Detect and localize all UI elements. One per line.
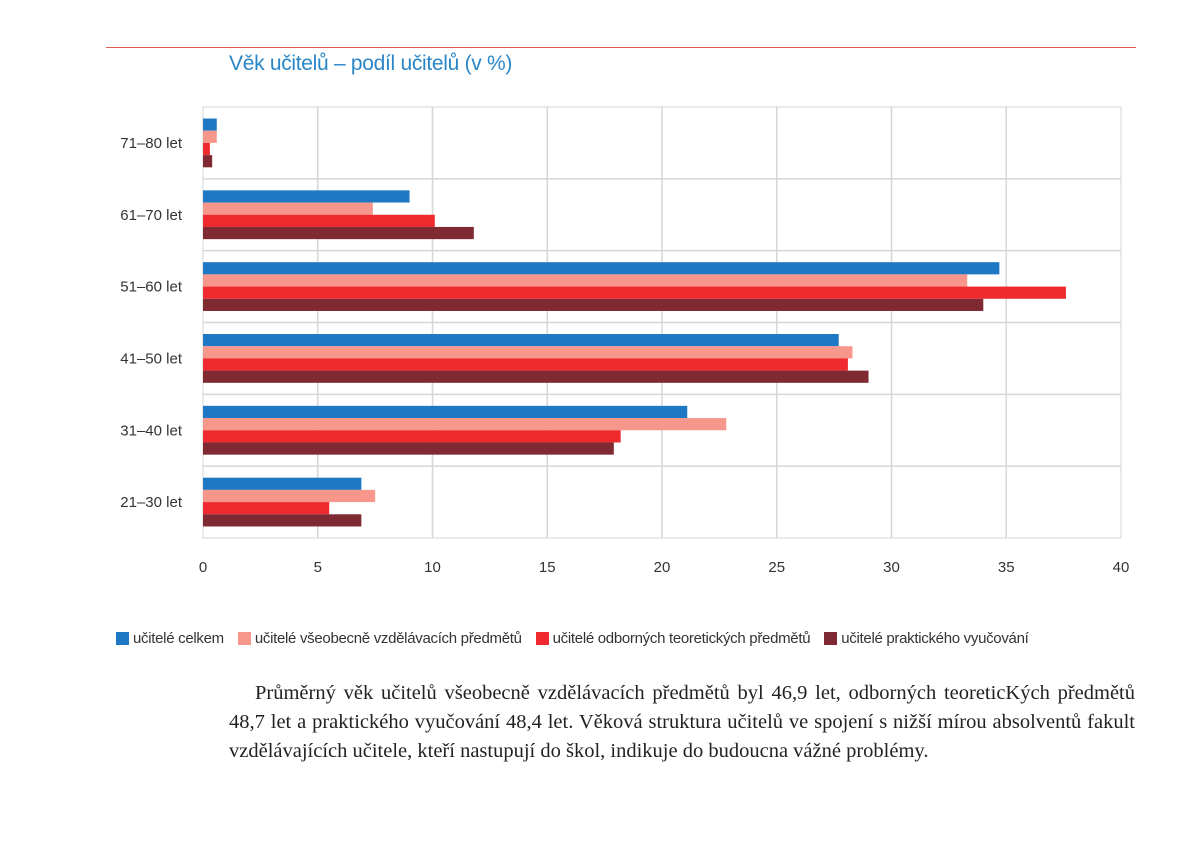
legend-swatch <box>237 632 251 645</box>
category-label: 41–50 let <box>120 350 183 367</box>
legend-item: učitelé všeobecně vzdělávacích předmětů <box>237 630 522 647</box>
bar <box>203 358 848 371</box>
bar <box>203 142 210 156</box>
bar <box>203 514 362 527</box>
x-tick-label: 25 <box>768 559 785 576</box>
legend-swatch <box>116 632 129 645</box>
category-label: 21–30 let <box>120 494 183 511</box>
x-tick-label: 15 <box>539 559 556 576</box>
legend-swatch <box>535 632 549 645</box>
grid-lines <box>203 107 1121 538</box>
x-tick-labels: 0 5 10 15 20 25 30 35 40 <box>199 559 1130 576</box>
x-tick-label: 0 <box>199 559 207 576</box>
x-tick-label: 20 <box>654 559 671 576</box>
bar <box>203 214 435 227</box>
category-label: 31–40 let <box>120 422 183 439</box>
x-tick-label: 10 <box>424 559 441 576</box>
body-paragraph: Průměrný věk učitelů všeobecně vzdělávac… <box>229 682 1135 762</box>
category-labels: 71–80 let 61–70 let 51–60 let 41–50 let 31–4… <box>120 135 183 511</box>
bar <box>203 286 1066 299</box>
legend-item: učitelé odborných teoretických předmětů <box>535 630 811 647</box>
x-tick-label: 30 <box>883 559 900 576</box>
category-label: 61–70 let <box>120 207 183 224</box>
bar <box>203 442 614 455</box>
bar <box>203 298 984 311</box>
bar <box>203 202 373 215</box>
bar <box>203 118 217 131</box>
bar <box>203 346 853 359</box>
legend: učitelé celkem učitelé všeobecně vzděláva… <box>116 630 1043 647</box>
x-tick-label: 40 <box>1113 559 1130 576</box>
bar <box>203 274 968 287</box>
legend-item: učitelé praktického vyučování <box>824 630 1029 647</box>
bar <box>203 489 376 503</box>
x-tick-label: 35 <box>998 559 1015 576</box>
chart-title: Věk učitelů – podíl učitelů (v %) <box>229 52 513 75</box>
bars <box>203 118 1066 527</box>
bar <box>203 430 621 443</box>
legend-label: učitelé odborných teoretických předmětů <box>552 630 811 647</box>
bar-chart: 71–80 let 61–70 let 51–60 let 41–50 let 31–4… <box>120 106 1130 576</box>
legend-label: učitelé praktického vyučování <box>841 630 1029 647</box>
legend-label: učitelé celkem <box>133 630 224 647</box>
bar <box>203 334 839 347</box>
bar <box>203 190 410 203</box>
legend-item: učitelé celkem <box>116 630 224 647</box>
category-label: 71–80 let <box>120 135 183 152</box>
category-label: 51–60 let <box>120 279 183 296</box>
bar <box>203 155 213 168</box>
bar <box>203 262 1000 275</box>
bar <box>203 502 330 515</box>
bar <box>203 418 727 431</box>
bar <box>203 370 869 383</box>
bar <box>203 130 217 143</box>
legend-label: učitelé všeobecně vzdělávacích předmětů <box>254 630 522 647</box>
x-tick-label: 5 <box>314 559 322 576</box>
top-rule <box>106 47 1136 48</box>
bar <box>203 477 362 490</box>
bar <box>203 226 474 240</box>
legend-swatch <box>824 632 838 645</box>
bar <box>203 405 688 419</box>
